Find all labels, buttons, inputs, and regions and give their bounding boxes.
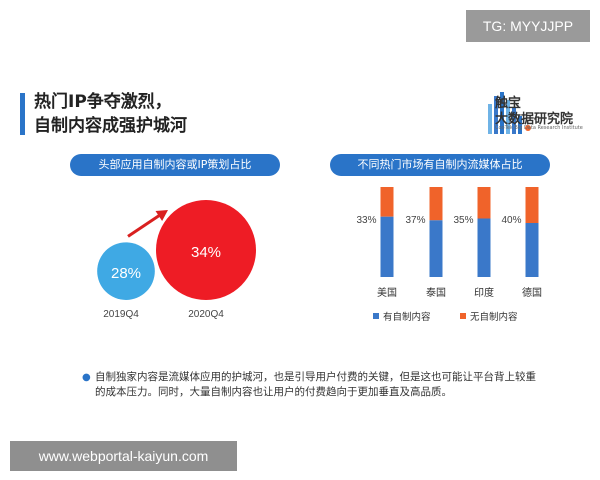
bubble-category-label: 2020Q4 bbox=[188, 309, 224, 320]
bar-category-label: 德国 bbox=[522, 286, 542, 299]
logo-name-2: 大数据研究院 bbox=[495, 112, 574, 127]
legend-swatch-own bbox=[373, 313, 379, 319]
bubble-value-label: 34% bbox=[191, 244, 221, 261]
note-text: 自制独家内容是流媒体应用的护城河，也是引导用户付费的关键，但是这也可能让平台背上… bbox=[95, 371, 536, 398]
bar-category-label: 泰国 bbox=[426, 286, 446, 299]
bubble-2020Q4 bbox=[156, 200, 256, 300]
right-panel-header: 不同热门市场有自制内流媒体占比 bbox=[330, 154, 550, 176]
page-title: 热门IP争夺激烈， 自制内容成强护城河 bbox=[34, 90, 187, 138]
title-accent-bar bbox=[20, 93, 25, 135]
bar-own-印度 bbox=[477, 218, 491, 277]
bubble-2019Q4 bbox=[97, 242, 155, 300]
bar-own-美国 bbox=[380, 216, 394, 277]
growth-arrow-line bbox=[127, 213, 161, 238]
title-line-2: 自制内容成强护城河 bbox=[34, 116, 187, 136]
watermark-bottom: www.webportal-kaiyun.com bbox=[10, 441, 237, 471]
bar-value-label: 33% bbox=[356, 215, 376, 226]
bar-non-own-美国 bbox=[380, 187, 394, 217]
bubble-category-label: 2019Q4 bbox=[103, 309, 139, 320]
legend-swatch-non-own bbox=[460, 313, 466, 319]
bar-own-德国 bbox=[525, 223, 539, 277]
watermark-top: TG: MYYJJPP bbox=[466, 10, 590, 42]
logo-icon bbox=[488, 92, 531, 134]
logo-name-1: 触宝 bbox=[495, 96, 522, 111]
bullet-icon: ● bbox=[82, 372, 91, 383]
left-panel-header: 头部应用自制内容或IP策划占比 bbox=[70, 154, 280, 176]
bar-own-泰国 bbox=[429, 220, 443, 277]
bar-value-label: 35% bbox=[453, 215, 473, 226]
bubble-value-label: 28% bbox=[111, 265, 141, 282]
growth-arrow-head-icon bbox=[155, 210, 168, 222]
legend-label-non-own: 无自制内容 bbox=[470, 311, 518, 323]
bar-non-own-德国 bbox=[525, 187, 539, 223]
legend-label-own: 有自制内容 bbox=[383, 311, 431, 323]
title-line-1: 热门IP争夺激烈， bbox=[34, 92, 172, 112]
bar-non-own-泰国 bbox=[429, 187, 443, 221]
bar-category-label: 美国 bbox=[377, 286, 397, 299]
bar-value-label: 40% bbox=[501, 215, 521, 226]
logo-tagline: CooTek Big Data Research Institute bbox=[495, 125, 583, 131]
bar-value-label: 37% bbox=[405, 215, 425, 226]
bar-category-label: 印度 bbox=[474, 286, 494, 299]
bar-non-own-印度 bbox=[477, 187, 491, 219]
